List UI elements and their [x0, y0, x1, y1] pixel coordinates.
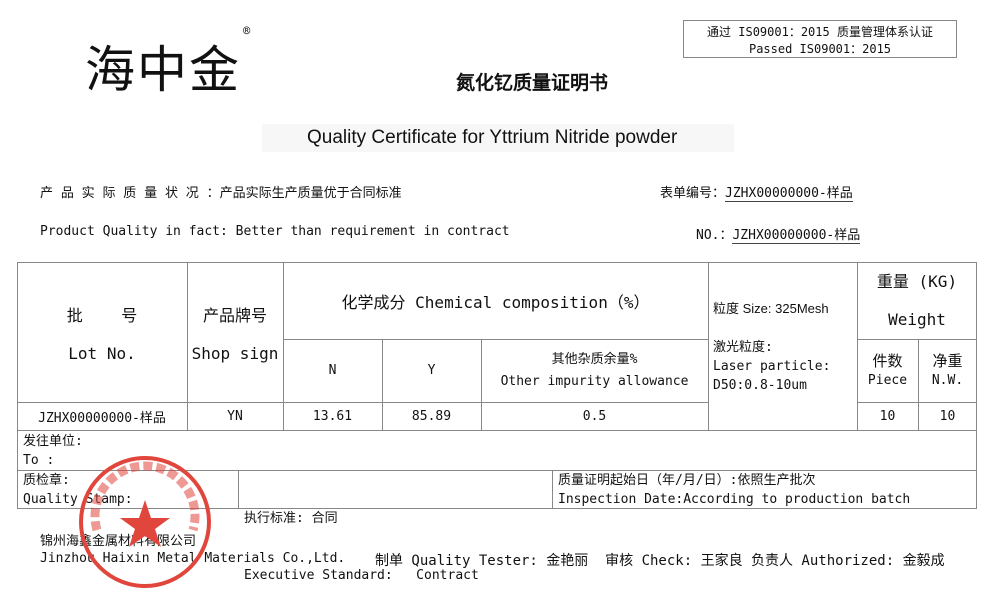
laser-en: Laser particle:: [713, 359, 831, 374]
chem-header: 化学成分 Chemical composition（%）: [341, 292, 650, 312]
size: 粒度 Size: 325Mesh: [713, 301, 829, 316]
divider: [552, 470, 553, 509]
to-section: 发往单位: To :: [23, 432, 83, 470]
no-label: NO.：: [696, 228, 733, 243]
iso-en: Passed IS09001：2015: [748, 42, 892, 56]
laser: 激光粒度: Laser particle: D50:0.8-10um: [713, 338, 830, 395]
divider: [283, 262, 284, 430]
divider: [918, 339, 919, 430]
weight-cn: 重量 (KG): [876, 271, 958, 291]
col-n: N: [328, 363, 337, 378]
divider: [857, 339, 977, 340]
nw-en: N.W.: [931, 372, 964, 388]
no: NO.：JZHX00000000-样品: [696, 224, 861, 244]
form-no-value: JZHX00000000-样品: [725, 186, 853, 202]
divider: [857, 402, 977, 403]
shop-header-en: Shop sign: [191, 343, 279, 363]
row-piece: 10: [879, 408, 896, 424]
divider: [17, 470, 977, 471]
to-en: To :: [23, 453, 55, 468]
divider: [382, 339, 383, 430]
iso-cn: 通过 IS09001：2015 质量管理体系认证: [707, 25, 933, 39]
piece-cn: 件数: [872, 351, 903, 370]
to-cn: 发往单位:: [23, 434, 83, 449]
divider: [283, 339, 708, 340]
divider: [708, 262, 709, 430]
nw-cn: 净重: [932, 351, 963, 370]
stamp-en: Quality Stamp:: [23, 492, 133, 507]
divider: [481, 339, 482, 430]
logo: 海中金: [85, 41, 241, 99]
quality-en: Product Quality in fact: Better than req…: [40, 224, 510, 239]
col-y: Y: [427, 363, 436, 378]
star-icon: [120, 500, 170, 547]
title-en: Quality Certificate for Yttrium Nitride …: [307, 127, 678, 148]
title-background: [262, 124, 734, 152]
weight-header: 重量 (KG) Weight: [857, 262, 977, 339]
quality-cn: 产 品 实 际 质 量 状 况 ：产品实际生产质量优于合同标准: [40, 186, 402, 201]
stamp-cn: 质检章:: [23, 473, 70, 488]
title-cn: 氮化钇质量证明书: [456, 72, 609, 94]
shop-header-cn: 产品牌号: [202, 305, 267, 325]
divider: [857, 262, 858, 430]
lot-header-cn: 批 号: [66, 305, 138, 325]
std-en: Executive Standard: Contract: [244, 568, 479, 583]
standard-cell: 执行标准: 合同 Executive Standard: Contract: [244, 471, 479, 610]
col-other: 其他杂质余量% Other impurity allowance: [481, 339, 708, 402]
other-en: Other impurity allowance: [500, 373, 689, 389]
piece-header: 件数 Piece: [857, 339, 918, 402]
no-value: JZHX00000000-样品: [732, 228, 861, 244]
weight-en: Weight: [888, 309, 946, 329]
stamp-cell: 质检章: Quality Stamp:: [23, 471, 133, 509]
registered-mark: ®: [243, 24, 251, 38]
company-seal: [79, 456, 211, 588]
company-en: Jinzhou Haixin Metal Materials Co.,Ltd.: [40, 551, 346, 566]
signatures: 制单 Quality Tester: 金艳丽 审核 Check: 王家良 负责人…: [375, 553, 945, 569]
std-cn: 执行标准: 合同: [244, 511, 338, 526]
laser-d50: D50:0.8-10um: [713, 378, 807, 393]
divider: [17, 402, 708, 403]
date-cell: 质量证明起始日（年/月/日）:依照生产批次 Inspection Date:Ac…: [558, 471, 910, 509]
divider: [238, 470, 239, 509]
piece-en: Piece: [867, 372, 908, 388]
date-en: Inspection Date:According to production …: [558, 492, 911, 507]
divider: [17, 430, 977, 431]
row-shop: YN: [227, 408, 243, 424]
other-cn: 其他杂质余量%: [551, 351, 638, 367]
nw-header: 净重 N.W.: [918, 339, 977, 402]
form-no: 表单编号：JZHX00000000-样品: [660, 182, 853, 202]
lot-header: 批 号 Lot No.: [17, 262, 187, 402]
divider: [187, 262, 188, 430]
form-no-label: 表单编号：: [660, 186, 726, 201]
shop-header: 产品牌号 Shop sign: [187, 262, 283, 402]
row-nw: 10: [939, 408, 956, 424]
row-y: 85.89: [411, 408, 452, 424]
iso-box: 通过 IS09001：2015 质量管理体系认证 Passed IS09001：…: [683, 20, 957, 58]
row-n: 13.61: [312, 408, 353, 424]
lot-header-en: Lot No.: [68, 343, 136, 363]
date-cn: 质量证明起始日（年/月/日）:依照生产批次: [558, 473, 816, 488]
row-lot: JZHX00000000-样品: [38, 410, 166, 426]
certificate-table: [17, 262, 977, 509]
laser-cn: 激光粒度:: [713, 340, 773, 355]
row-other: 0.5: [582, 408, 607, 424]
